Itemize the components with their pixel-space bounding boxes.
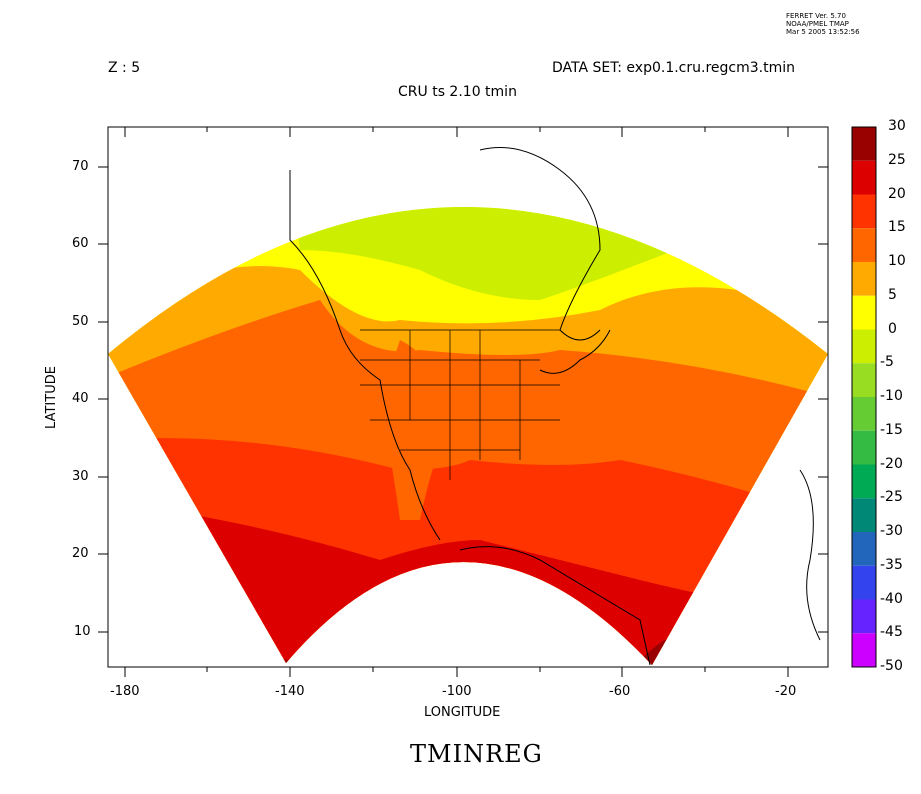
colorbar-swatch <box>852 160 876 195</box>
colorbar-level-label: 25 <box>888 151 906 168</box>
plot-frame <box>107 126 829 668</box>
colorbar-swatch <box>852 127 876 161</box>
y-tick-label: 60 <box>72 236 89 251</box>
colorbar-level-label: 15 <box>888 219 906 236</box>
stamp-line-2: NOAA/PMEL TMAP <box>786 20 849 28</box>
colorbar-swatch <box>852 363 876 397</box>
colorbar-swatch <box>852 532 876 566</box>
colorbar-swatch <box>852 430 876 465</box>
x-tick-label: -140 <box>275 684 305 699</box>
colorbar-swatch <box>852 228 876 262</box>
temperature-field <box>108 207 828 665</box>
colorbar-swatch <box>852 397 876 431</box>
colorbar-swatch <box>852 633 876 667</box>
colorbar-level-label: -35 <box>880 556 903 573</box>
colorbar-swatch <box>852 262 876 296</box>
colorbar-level-label: -45 <box>880 624 903 641</box>
z-level-label: Z : 5 <box>108 60 141 76</box>
x-tick-label: -60 <box>609 684 631 699</box>
x-ticks <box>124 127 789 677</box>
colorbar-level-label: 20 <box>888 185 906 202</box>
stamp-line-3: Mar 5 2005 13:52:56 <box>786 28 860 36</box>
x-tick-label: -100 <box>442 684 472 699</box>
y-tick-label: 50 <box>72 314 89 329</box>
y-tick-label: 20 <box>72 546 89 561</box>
colorbar-swatch <box>852 295 876 330</box>
colorbar-level-label: -15 <box>880 421 903 438</box>
colorbar-level-label: -50 <box>880 658 903 674</box>
colorbar-level-label: -5 <box>880 354 894 371</box>
colorbar-level-label: 0 <box>888 320 897 337</box>
state-borders <box>360 329 560 480</box>
colorbar-swatch <box>852 565 876 600</box>
colorbar-level-label: -30 <box>880 523 903 539</box>
colorbar-swatch <box>852 498 876 532</box>
x-axis-title: LONGITUDE <box>424 705 501 720</box>
x-tick-label: -20 <box>775 684 797 699</box>
colorbar-swatch <box>852 599 876 634</box>
plot-title: CRU ts 2.10 tmin <box>398 84 517 100</box>
colorbar-swatch <box>852 329 876 364</box>
colorbar-level-label: -10 <box>880 388 903 404</box>
x-tick-label: -180 <box>110 684 140 699</box>
y-ticks <box>98 166 828 633</box>
y-tick-label: 70 <box>72 159 89 174</box>
y-tick-label: 30 <box>72 469 89 484</box>
colorbar-level-label: -20 <box>880 455 903 472</box>
colorbar-level-label: -40 <box>880 590 903 607</box>
stamp-line-1: FERRET Ver. 5.70 <box>786 12 846 20</box>
colorbar-swatch <box>852 464 876 499</box>
colorbar-level-label: 5 <box>888 286 897 303</box>
colorbar-level-label: 10 <box>888 253 906 269</box>
y-tick-label: 40 <box>72 391 89 406</box>
y-tick-label: 10 <box>74 624 91 639</box>
colorbar-frame <box>851 126 877 668</box>
ferret-version-stamp: FERRET Ver. 5.70 NOAA/PMEL TMAP Mar 5 20… <box>786 12 877 36</box>
y-axis-title: LATITUDE <box>43 366 59 429</box>
colorbar-level-label: 30 <box>888 118 906 134</box>
dataset-label: DATA SET: exp0.1.cru.regcm3.tmin <box>552 60 795 76</box>
coastlines <box>289 147 821 666</box>
colorbar <box>851 126 877 668</box>
colorbar-swatch <box>852 194 876 229</box>
variable-name: TMINREG <box>410 740 543 768</box>
colorbar-level-label: -25 <box>880 489 903 506</box>
